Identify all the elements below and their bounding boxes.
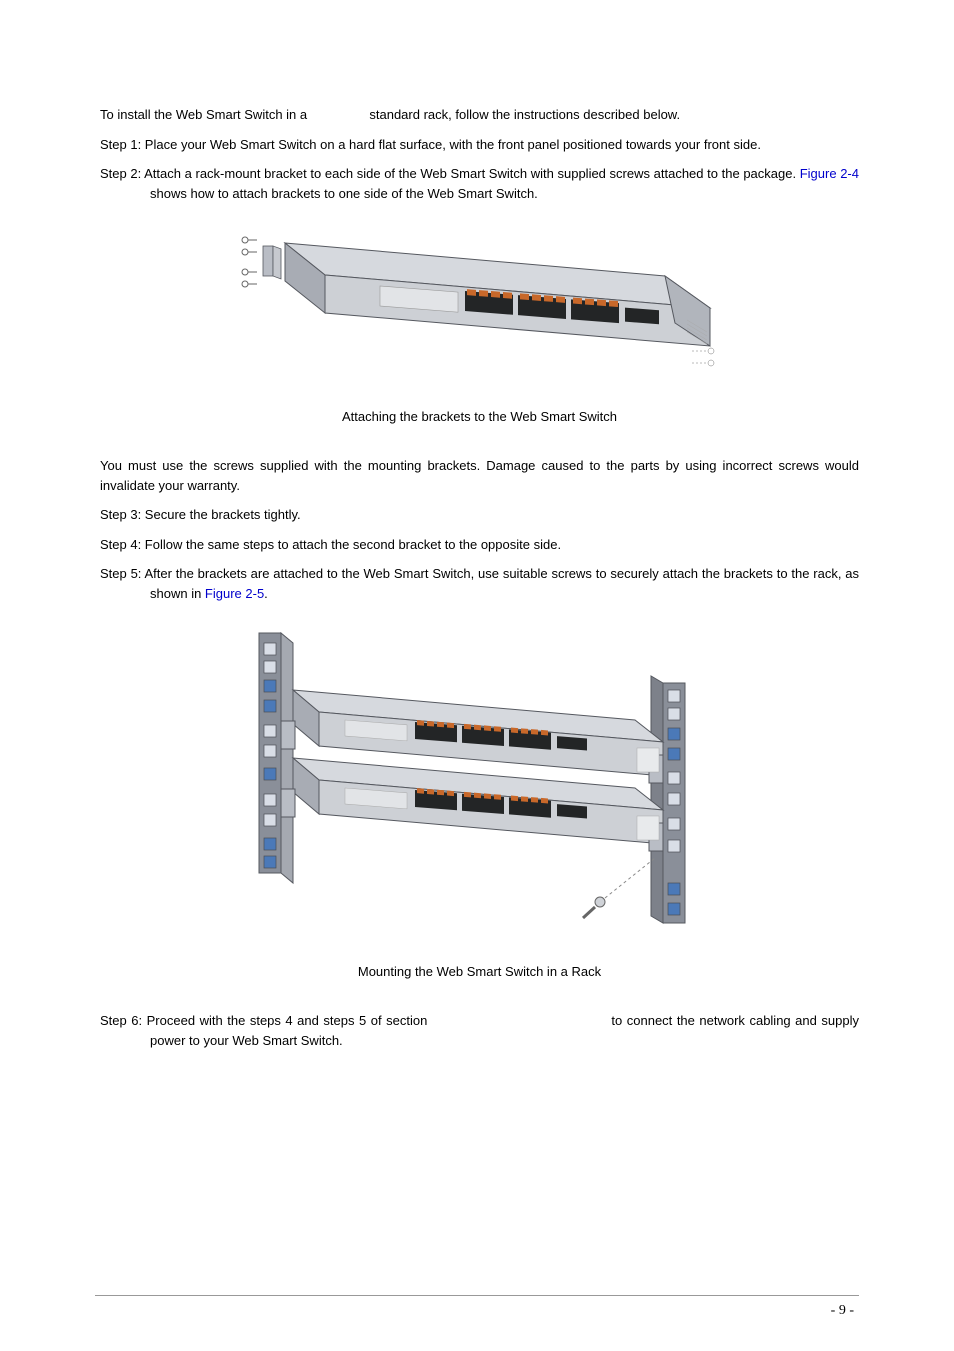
figure-2-5-svg bbox=[245, 628, 715, 938]
figure-2-5: Mounting the Web Smart Switch in a Rack bbox=[100, 628, 859, 981]
figure-2-4-svg bbox=[235, 228, 725, 383]
caution-note: You must use the screws supplied with th… bbox=[100, 456, 859, 495]
step-6: Step 6: Proceed with the steps 4 and ste… bbox=[100, 1011, 859, 1050]
page-number: - 9 - bbox=[831, 1300, 854, 1321]
figure-2-4-ref[interactable]: Figure 2-4 bbox=[800, 166, 859, 181]
step-2-tail: shows how to attach brackets to one side… bbox=[150, 186, 538, 201]
step-1: Step 1: Place your Web Smart Switch on a… bbox=[100, 135, 859, 155]
step-4: Step 4: Follow the same steps to attach … bbox=[100, 535, 859, 555]
step-2: Step 2: Attach a rack-mount bracket to e… bbox=[100, 164, 859, 203]
intro-prefix: To install the Web Smart Switch in a bbox=[100, 107, 307, 122]
step-2-main: Step 2: Attach a rack-mount bracket to e… bbox=[100, 166, 800, 181]
step-3: Step 3: Secure the brackets tightly. bbox=[100, 505, 859, 525]
figure-2-5-caption: Mounting the Web Smart Switch in a Rack bbox=[100, 962, 859, 982]
intro-text: To install the Web Smart Switch in a sta… bbox=[100, 105, 859, 125]
step-5: Step 5: After the brackets are attached … bbox=[100, 564, 859, 603]
footer-divider bbox=[95, 1295, 859, 1296]
step-6-prefix: Step 6: Proceed with the steps 4 and ste… bbox=[100, 1013, 427, 1028]
figure-2-5-ref[interactable]: Figure 2-5 bbox=[205, 586, 264, 601]
step-5-tail: . bbox=[264, 586, 268, 601]
intro-suffix: standard rack, follow the instructions d… bbox=[369, 107, 680, 122]
figure-2-4-caption: Attaching the brackets to the Web Smart … bbox=[100, 407, 859, 427]
figure-2-4: Attaching the brackets to the Web Smart … bbox=[100, 228, 859, 426]
